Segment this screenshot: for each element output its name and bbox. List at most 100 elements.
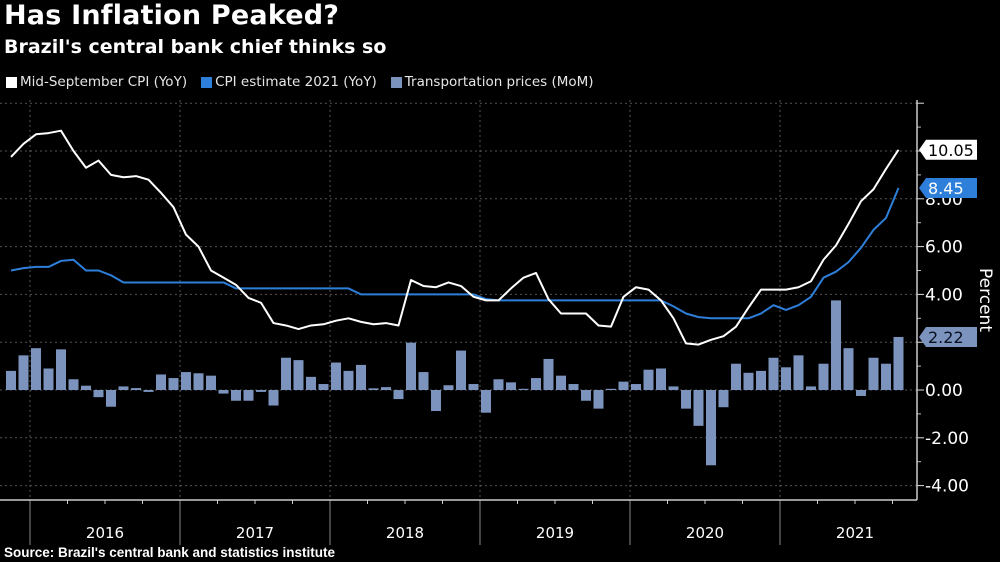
bar-transportation <box>318 384 329 390</box>
legend-label-cpi: Mid-September CPI (YoY) <box>20 74 188 90</box>
bar-transportation <box>556 375 566 390</box>
bar-transportation <box>743 372 754 390</box>
bar-transportation <box>656 368 666 390</box>
legend-label-estimate: CPI estimate 2021 (YoY) <box>215 74 377 90</box>
bar-transportation <box>281 357 291 390</box>
bar-transportation <box>831 300 841 390</box>
bar-transportation <box>468 384 479 390</box>
bar-transportation <box>181 372 191 390</box>
bar-transportation <box>768 357 779 390</box>
bar-transportation <box>781 367 791 390</box>
bar-transportation <box>156 374 166 390</box>
callout-transport-value: 2.22 <box>928 328 964 347</box>
legend-swatch-transport <box>390 76 402 88</box>
bar-transportation <box>93 390 104 398</box>
bar-transportation <box>243 390 254 401</box>
bar-transportation <box>343 370 354 390</box>
y-axis-label: Percent <box>975 268 995 332</box>
bar-transportation <box>493 379 504 390</box>
bar-transportation <box>6 370 16 390</box>
callout-cpi-box <box>919 139 977 160</box>
bar-transportation <box>356 364 366 390</box>
callout-estimate-box <box>919 178 977 199</box>
bar-transportation <box>231 390 241 401</box>
bar-transportation <box>81 385 91 390</box>
callout-transport-box <box>919 326 977 347</box>
bar-transportation <box>218 390 229 394</box>
bar-transportation <box>806 386 816 390</box>
bar-transportation <box>106 390 116 407</box>
callout-estimate-value: 8.45 <box>928 179 964 198</box>
line-cpi-estimate-2021 <box>10 187 900 320</box>
legend: Mid-September CPI (YoY) CPI estimate 202… <box>6 74 594 90</box>
bar-transportation <box>131 388 141 390</box>
bar-transportation <box>581 390 591 401</box>
bar-transportation <box>143 390 154 392</box>
x-tick-label: 2017 <box>236 524 274 542</box>
bar-transportation <box>193 373 204 390</box>
line-mid-september-cpi <box>10 129 900 346</box>
bar-transportation <box>593 390 604 409</box>
bar-transportation <box>118 386 129 390</box>
bar-transportation <box>718 390 729 408</box>
bar-transportation <box>881 363 891 390</box>
x-tick-label: 2021 <box>836 524 874 542</box>
legend-item-transport: Transportation prices (MoM) <box>390 74 594 90</box>
bar-transportation <box>568 384 579 390</box>
legend-item-cpi: Mid-September CPI (YoY) <box>6 74 187 90</box>
bar-transportation <box>818 363 829 390</box>
bar-transportation <box>668 386 679 390</box>
bar-transportation <box>706 390 716 466</box>
bar-transportation <box>268 390 279 406</box>
bar-transportation <box>331 362 341 390</box>
bar-transportation <box>643 369 654 390</box>
bar-transportation <box>168 378 179 390</box>
bar-transportation <box>456 350 466 390</box>
callout-estimate: 8.45 <box>919 178 977 199</box>
bar-transportation <box>868 357 879 390</box>
lines <box>10 129 900 346</box>
bar-transportation <box>543 358 554 390</box>
bar-transportation <box>206 375 216 390</box>
bar-transportation <box>256 390 266 392</box>
bar-transportation <box>18 355 29 390</box>
y-tick-label: 0.00 <box>925 381 963 401</box>
bar-transportation <box>431 390 441 412</box>
chart-subtitle: Brazil's central bank chief thinks so <box>4 36 387 58</box>
chart-title: Has Inflation Peaked? <box>4 0 340 31</box>
bar-transportation <box>518 388 529 390</box>
y-tick-label: 4.00 <box>925 285 963 305</box>
bar-transportation <box>531 378 541 390</box>
bar-transportation <box>381 387 391 390</box>
x-tick-label: 2020 <box>686 524 724 542</box>
bar-transportation <box>68 379 79 390</box>
bar-transportation <box>306 376 316 390</box>
x-tick-label: 2018 <box>386 524 424 542</box>
bar-transportation <box>618 381 629 390</box>
bar-transportation <box>856 390 866 396</box>
bar-transportation <box>31 348 41 390</box>
bar-transportation <box>756 370 766 390</box>
legend-swatch-cpi <box>6 76 17 88</box>
bar-transportation <box>418 372 429 390</box>
legend-label-transport: Transportation prices (MoM) <box>404 74 594 90</box>
bar-transportation <box>443 385 454 390</box>
bar-transportation <box>606 388 616 390</box>
source-note: Source: Brazil's central bank and statis… <box>4 545 336 560</box>
grid <box>0 100 917 500</box>
bar-transportation <box>368 388 379 390</box>
bar-transportation <box>793 355 804 390</box>
bar-transportation <box>56 349 66 390</box>
bar-transportation <box>731 363 741 390</box>
bar-transportation <box>506 382 516 390</box>
legend-item-estimate: CPI estimate 2021 (YoY) <box>201 74 377 90</box>
callout-transport: 2.22 <box>919 326 977 347</box>
value-callouts: 10.05 8.45 2.22 <box>919 139 977 347</box>
bar-transportation <box>893 336 904 390</box>
y-tick-label: -2.00 <box>925 429 969 449</box>
bar-transportation <box>631 384 641 390</box>
legend-swatch-estimate <box>201 76 213 88</box>
bar-transportation <box>843 348 854 390</box>
